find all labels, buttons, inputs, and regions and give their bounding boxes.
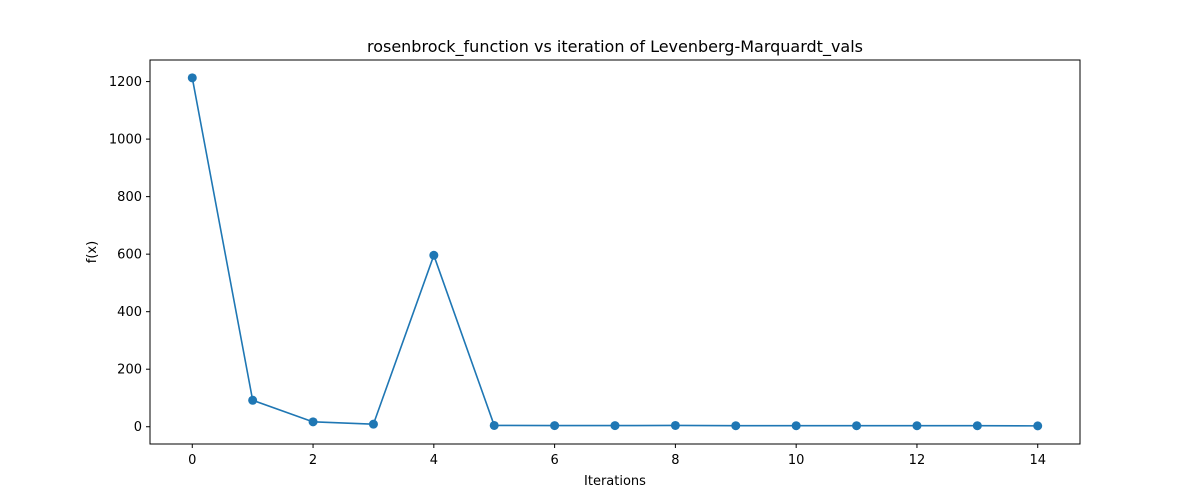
data-point [308,417,318,427]
data-point [248,395,258,405]
y-tick-label: 1200 [109,75,142,90]
axis-ticks: 0 2 4 6 8 10 12 14 0 200 400 600 800 1000 1200 [109,75,1046,468]
y-tick-label: 1000 [109,133,142,148]
x-tick-label: 2 [309,453,317,468]
y-tick-label: 400 [117,305,142,320]
data-point [972,421,982,431]
chart-title: rosenbrock_function vs iteration of Leve… [367,37,863,57]
data-point [550,421,560,431]
x-tick-label: 12 [909,453,926,468]
data-point [429,250,439,260]
x-tick-label: 8 [671,453,679,468]
data-point [489,420,499,430]
x-axis-label: Iterations [584,474,646,489]
data-point [731,421,741,431]
x-tick-label: 4 [430,453,438,468]
y-tick-label: 0 [134,420,142,435]
plot-series [187,73,1043,431]
y-tick-label: 800 [117,190,142,205]
y-axis-label: f(x) [85,241,100,263]
data-point [791,421,801,431]
x-tick-label: 0 [188,453,196,468]
data-point [1033,421,1043,431]
y-tick-label: 200 [117,363,142,378]
plot-frame [149,59,1081,445]
data-point [368,419,378,429]
x-tick-label: 6 [550,453,558,468]
data-point [852,421,862,431]
data-point [610,421,620,431]
data-point [912,421,922,431]
data-point [670,420,680,430]
y-tick-label: 600 [117,248,142,263]
x-tick-label: 14 [1029,453,1046,468]
data-point [187,73,197,83]
x-tick-label: 10 [788,453,805,468]
